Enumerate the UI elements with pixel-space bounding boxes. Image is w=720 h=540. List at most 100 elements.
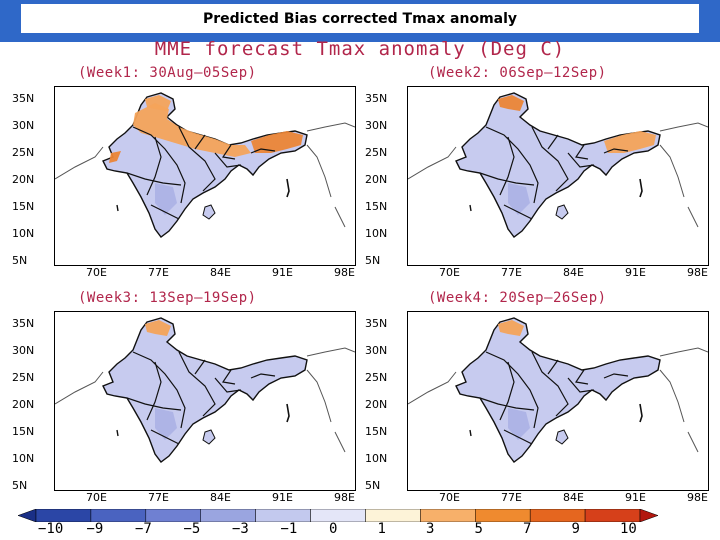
panel-week3-warm-anomaly bbox=[145, 320, 171, 336]
panel-week2-lat-tick: 25N bbox=[365, 146, 388, 159]
panel-week1-lon-tick: 91E bbox=[272, 266, 293, 279]
panel-week4-lat-tick: 30N bbox=[365, 344, 388, 357]
colorbar-tick-label: 10 bbox=[620, 521, 637, 537]
panel-week3-lon-tick: 70E bbox=[86, 491, 107, 504]
panel-week2-cool-anomaly bbox=[508, 183, 530, 215]
panel-week3-lon-tick: 77E bbox=[148, 491, 169, 504]
panel-week4-lat-tick: 20N bbox=[365, 398, 388, 411]
colorbar-svg bbox=[17, 508, 659, 523]
panel-week3-india-land bbox=[102, 317, 308, 463]
panel-week1-lon-tick: 77E bbox=[148, 266, 169, 279]
colorbar-tick-label: −10 bbox=[38, 521, 64, 537]
panel-week1-warm-anomaly bbox=[251, 131, 303, 153]
colorbar-tick-label: −9 bbox=[86, 521, 104, 537]
panel-week1-warm-anomaly bbox=[133, 103, 251, 157]
panel-week1-lon-tick: 70E bbox=[86, 266, 107, 279]
panel-week2-warm-anomaly bbox=[498, 95, 524, 111]
panel-week3-lat-tick: 20N bbox=[12, 398, 35, 411]
panel-week2-lon-tick: 98E bbox=[687, 266, 708, 279]
panel-week2-lon-tick: 91E bbox=[625, 266, 646, 279]
panel-week3-lat-tick: 10N bbox=[12, 452, 35, 465]
panel-week1-lat-tick: 20N bbox=[12, 173, 35, 186]
panel-week2-lat-tick: 15N bbox=[365, 200, 388, 213]
colorbar-tick-label: −5 bbox=[183, 521, 201, 537]
panel-week4-lat-tick: 15N bbox=[365, 425, 388, 438]
colorbar-tick-label: 3 bbox=[426, 521, 435, 537]
panel-week2-map bbox=[407, 86, 709, 266]
panel-week1-lat-tick: 35N bbox=[12, 92, 35, 105]
panel-week2-lat-tick: 35N bbox=[365, 92, 388, 105]
panel-week2-lon-tick: 84E bbox=[563, 266, 584, 279]
panel-week1-lon-tick: 84E bbox=[210, 266, 231, 279]
panel-week2-lon-tick: 77E bbox=[501, 266, 522, 279]
panel-week1-lat-tick: 10N bbox=[12, 227, 35, 240]
panel-week4-lon-tick: 70E bbox=[439, 491, 460, 504]
panel-week4-warm-anomaly bbox=[498, 320, 524, 336]
panel-week3-lat-tick: 25N bbox=[12, 371, 35, 384]
panel-week3-sri-lanka bbox=[202, 429, 216, 445]
panel-week1-sri-lanka bbox=[202, 204, 216, 220]
panel-week3-map-svg bbox=[55, 317, 355, 463]
panel-week1-warm-anomaly bbox=[145, 95, 171, 111]
colorbar-labels: −10 −9 −7 −5 −3 −1 0 1 3 5 7 9 10 bbox=[0, 521, 720, 539]
panel-week2-sri-lanka bbox=[555, 204, 569, 220]
panel-week2-india-land bbox=[455, 92, 661, 238]
panel-week2-lat-tick: 10N bbox=[365, 227, 388, 240]
panel-week2-lon-tick: 70E bbox=[439, 266, 460, 279]
colorbar-tick-label: −1 bbox=[280, 521, 298, 537]
colorbar-tick-label: 7 bbox=[523, 521, 532, 537]
colorbar-tick-label: 1 bbox=[377, 521, 386, 537]
title-box: Predicted Bias corrected Tmax anomaly bbox=[21, 4, 699, 33]
panel-week1-lat-tick: 5N bbox=[12, 254, 28, 267]
panel-week3-lon-tick: 91E bbox=[272, 491, 293, 504]
panel-week4-lon-tick: 77E bbox=[501, 491, 522, 504]
panel-week3-map bbox=[54, 311, 356, 491]
panel-week4-cool-anomaly bbox=[508, 408, 530, 440]
title-banner: Predicted Bias corrected Tmax anomaly bbox=[0, 0, 720, 42]
panel-week3-lat-tick: 5N bbox=[12, 479, 28, 492]
panel-week2-lat-tick: 20N bbox=[365, 173, 388, 186]
panel-week4-lon-tick: 91E bbox=[625, 491, 646, 504]
panel-week3-cool-anomaly bbox=[155, 408, 177, 440]
panel-week4-lon-tick: 98E bbox=[687, 491, 708, 504]
panel-week2-label: (Week2: 06Sep—12Sep) bbox=[428, 65, 607, 81]
panel-week3-lat-tick: 15N bbox=[12, 425, 35, 438]
panel-week1-lon-tick: 98E bbox=[334, 266, 355, 279]
panel-week4-label: (Week4: 20Sep—26Sep) bbox=[428, 290, 607, 306]
panel-week1-label: (Week1: 30Aug—05Sep) bbox=[78, 65, 257, 81]
panel-week3-lon-tick: 98E bbox=[334, 491, 355, 504]
colorbar-tick-label: 5 bbox=[474, 521, 483, 537]
colorbar bbox=[17, 508, 659, 523]
panel-week3-lat-tick: 30N bbox=[12, 344, 35, 357]
panel-week4-lat-tick: 5N bbox=[365, 479, 381, 492]
panel-week4-lat-tick: 25N bbox=[365, 371, 388, 384]
panel-week2-warm-anomaly bbox=[604, 131, 656, 153]
panel-week2-map-svg bbox=[408, 92, 708, 238]
panel-week1-lat-tick: 15N bbox=[12, 200, 35, 213]
colorbar-tick-label: 0 bbox=[329, 521, 338, 537]
panel-week1-lat-tick: 30N bbox=[12, 119, 35, 132]
colorbar-tick-label: −7 bbox=[135, 521, 152, 537]
panel-week4-india-land bbox=[455, 317, 661, 463]
panel-week4-lat-tick: 10N bbox=[365, 452, 388, 465]
colorbar-tick-label: 9 bbox=[571, 521, 580, 537]
colorbar-max-arrow bbox=[639, 508, 659, 523]
panel-week3-lat-tick: 35N bbox=[12, 317, 35, 330]
panel-week4-map-svg bbox=[408, 317, 708, 463]
panel-week4-lon-tick: 84E bbox=[563, 491, 584, 504]
panel-week4-lat-tick: 35N bbox=[365, 317, 388, 330]
panel-week3-label: (Week3: 13Sep—19Sep) bbox=[78, 290, 257, 306]
panel-week1-warm-anomaly bbox=[109, 151, 121, 163]
map-title: MME forecast Tmax anomaly (Deg C) bbox=[154, 38, 566, 60]
colorbar-tick-label: −3 bbox=[232, 521, 249, 537]
slide-title: Predicted Bias corrected Tmax anomaly bbox=[202, 10, 518, 27]
panel-week1-cool-anomaly bbox=[155, 183, 177, 215]
panel-week1-map bbox=[54, 86, 356, 266]
panel-week1-map-svg bbox=[55, 92, 355, 238]
panel-week2-lat-tick: 30N bbox=[365, 119, 388, 132]
panel-week4-sri-lanka bbox=[555, 429, 569, 445]
panel-week4-map bbox=[407, 311, 709, 491]
panel-week2-lat-tick: 5N bbox=[365, 254, 381, 267]
panel-week3-lon-tick: 84E bbox=[210, 491, 231, 504]
panel-week1-lat-tick: 25N bbox=[12, 146, 35, 159]
